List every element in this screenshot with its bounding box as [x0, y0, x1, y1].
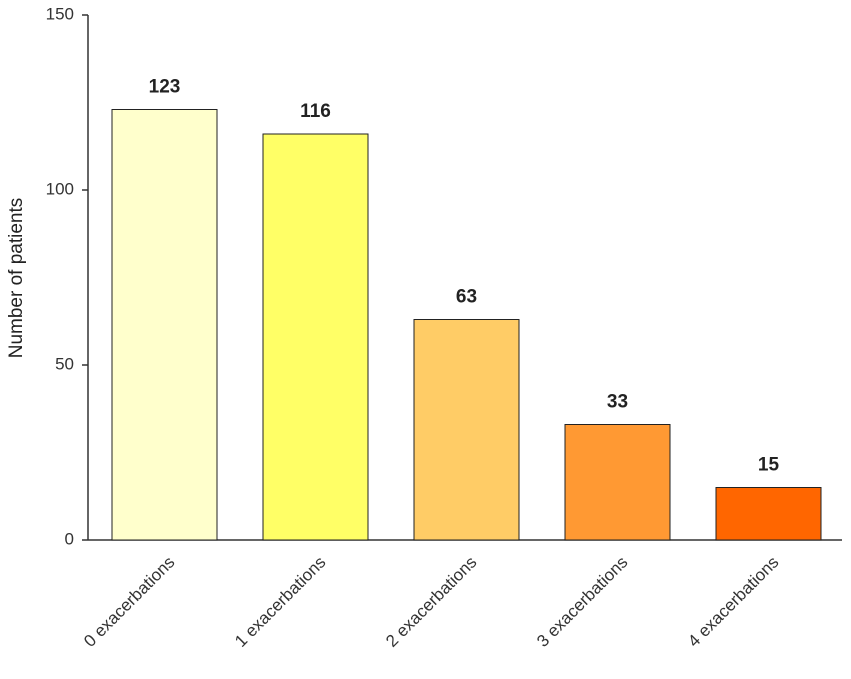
bar — [413, 319, 520, 541]
bar — [262, 133, 369, 541]
y-tick-label: 100 — [46, 179, 74, 198]
y-axis-label: Number of patients — [6, 198, 27, 359]
value-label: 123 — [149, 77, 181, 98]
y-tick-label: 150 — [46, 4, 74, 23]
bar — [111, 109, 218, 541]
value-label: 15 — [758, 455, 780, 476]
bar — [564, 424, 671, 541]
value-label: 116 — [300, 101, 331, 122]
x-tick-label: 3 exacerbations — [533, 553, 631, 651]
y-tick-label: 50 — [55, 354, 74, 373]
x-tick-label: 0 exacerbations — [80, 553, 178, 651]
value-label: 33 — [607, 392, 628, 413]
bar — [715, 487, 822, 541]
x-tick-label: 4 exacerbations — [684, 553, 782, 651]
value-label: 63 — [456, 287, 477, 308]
x-tick-label: 1 exacerbations — [231, 553, 329, 651]
x-tick-label: 2 exacerbations — [382, 553, 480, 651]
y-tick-label: 0 — [65, 529, 74, 548]
